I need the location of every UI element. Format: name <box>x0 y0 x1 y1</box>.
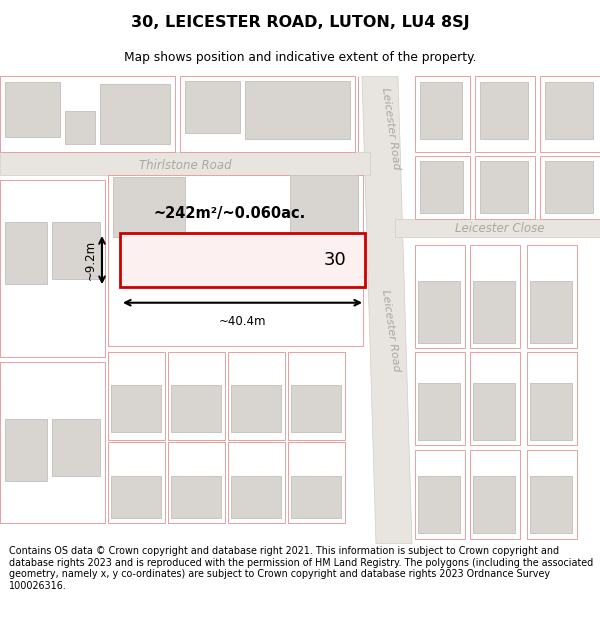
Bar <box>473 281 515 343</box>
Bar <box>418 476 460 533</box>
Bar <box>415 351 465 445</box>
Polygon shape <box>362 76 412 544</box>
Bar <box>475 156 535 219</box>
Bar <box>540 156 600 219</box>
Bar <box>228 351 285 440</box>
Bar <box>52 222 100 279</box>
Bar <box>420 161 463 213</box>
Bar <box>5 222 47 284</box>
Bar <box>480 82 528 139</box>
Bar <box>530 281 572 343</box>
Bar <box>108 442 165 523</box>
Bar <box>168 442 225 523</box>
Bar <box>527 244 577 349</box>
Bar <box>111 385 161 431</box>
Bar <box>171 385 221 431</box>
Bar <box>245 81 350 139</box>
Bar <box>527 450 577 539</box>
Bar <box>415 76 470 152</box>
Bar <box>111 476 161 518</box>
Bar <box>291 476 341 518</box>
Bar <box>100 84 170 144</box>
Bar <box>470 351 520 445</box>
Bar <box>418 382 460 440</box>
Text: Map shows position and indicative extent of the property.: Map shows position and indicative extent… <box>124 51 476 64</box>
Bar <box>290 175 358 238</box>
Bar <box>5 82 60 136</box>
Bar <box>65 111 95 144</box>
Bar <box>480 161 528 213</box>
Bar <box>5 419 47 481</box>
Bar <box>113 177 185 238</box>
Text: Leicester Close: Leicester Close <box>455 222 545 236</box>
Bar <box>0 180 105 357</box>
Bar <box>527 351 577 445</box>
Text: Thirlstone Road: Thirlstone Road <box>139 159 232 172</box>
Bar <box>415 244 465 349</box>
Bar <box>473 476 515 533</box>
Bar <box>0 152 370 175</box>
Bar <box>291 385 341 431</box>
Text: ~242m²/~0.060ac.: ~242m²/~0.060ac. <box>154 206 306 221</box>
Text: Contains OS data © Crown copyright and database right 2021. This information is : Contains OS data © Crown copyright and d… <box>9 546 593 591</box>
Bar <box>415 156 470 219</box>
Bar <box>395 219 600 238</box>
Bar <box>231 476 281 518</box>
Bar <box>473 382 515 440</box>
Text: Leicester Road: Leicester Road <box>380 289 402 372</box>
Bar <box>231 385 281 431</box>
Text: ~40.4m: ~40.4m <box>219 315 266 328</box>
Bar <box>288 351 345 440</box>
Bar <box>171 476 221 518</box>
Bar <box>540 76 600 152</box>
Bar <box>120 233 365 287</box>
Bar <box>470 450 520 539</box>
Text: 30, LEICESTER ROAD, LUTON, LU4 8SJ: 30, LEICESTER ROAD, LUTON, LU4 8SJ <box>131 16 469 31</box>
Bar <box>180 76 355 152</box>
Text: Leicester Road: Leicester Road <box>380 86 402 170</box>
Bar <box>418 281 460 343</box>
Bar <box>0 362 105 523</box>
Bar <box>545 161 593 213</box>
Bar <box>530 476 572 533</box>
Bar <box>288 442 345 523</box>
Text: ~9.2m: ~9.2m <box>84 240 97 280</box>
Bar <box>415 450 465 539</box>
Bar <box>108 351 165 440</box>
Bar <box>52 419 100 476</box>
Bar <box>530 382 572 440</box>
Bar <box>470 244 520 349</box>
Bar <box>545 82 593 139</box>
Bar <box>168 351 225 440</box>
Text: 30: 30 <box>323 251 346 269</box>
Bar <box>475 76 535 152</box>
Bar <box>108 175 363 346</box>
Bar <box>185 81 240 133</box>
Bar <box>228 442 285 523</box>
Bar <box>420 82 462 139</box>
Bar <box>0 76 175 152</box>
